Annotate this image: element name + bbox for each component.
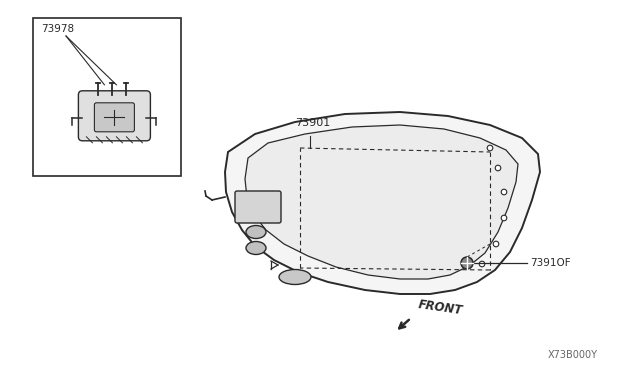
Text: X73B000Y: X73B000Y [548, 350, 598, 360]
Ellipse shape [246, 241, 266, 254]
FancyBboxPatch shape [235, 191, 281, 223]
Circle shape [501, 215, 507, 221]
Circle shape [487, 145, 493, 151]
Polygon shape [225, 112, 540, 294]
Circle shape [495, 165, 501, 171]
Circle shape [461, 257, 473, 269]
Text: 7391OF: 7391OF [530, 258, 571, 268]
Ellipse shape [279, 269, 311, 285]
FancyBboxPatch shape [79, 91, 150, 141]
Polygon shape [245, 125, 518, 279]
Circle shape [493, 241, 499, 247]
Ellipse shape [246, 225, 266, 238]
Text: FRONT: FRONT [417, 298, 463, 317]
FancyBboxPatch shape [95, 103, 134, 132]
Circle shape [501, 189, 507, 195]
Text: 73901: 73901 [295, 118, 330, 128]
Text: 73978: 73978 [41, 24, 74, 34]
Bar [33, 18, 181, 176]
Circle shape [479, 261, 485, 267]
